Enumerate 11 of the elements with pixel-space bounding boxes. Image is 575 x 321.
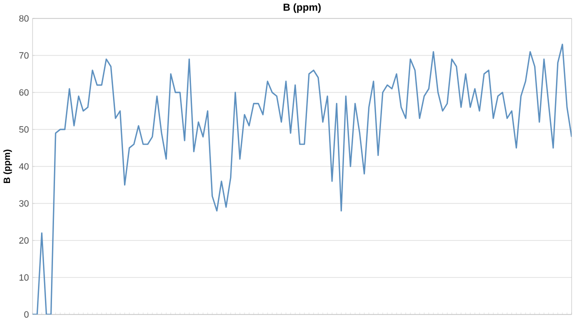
y-tick-label: 10	[20, 274, 29, 280]
y-tick-label: 70	[19, 52, 29, 58]
chart-title: B (ppm)	[284, 3, 321, 13]
y-tick-label: 0	[24, 311, 29, 318]
y-tick-label: 80	[19, 14, 29, 22]
y-tick-label: 40	[19, 163, 29, 170]
y-tick-label: 50	[19, 126, 29, 132]
y-axis-title: B (ppm)	[3, 149, 12, 183]
y-tick-label: 60	[19, 89, 29, 96]
y-tick-label: 30	[19, 200, 29, 206]
y-tick-label: 20	[19, 237, 29, 244]
